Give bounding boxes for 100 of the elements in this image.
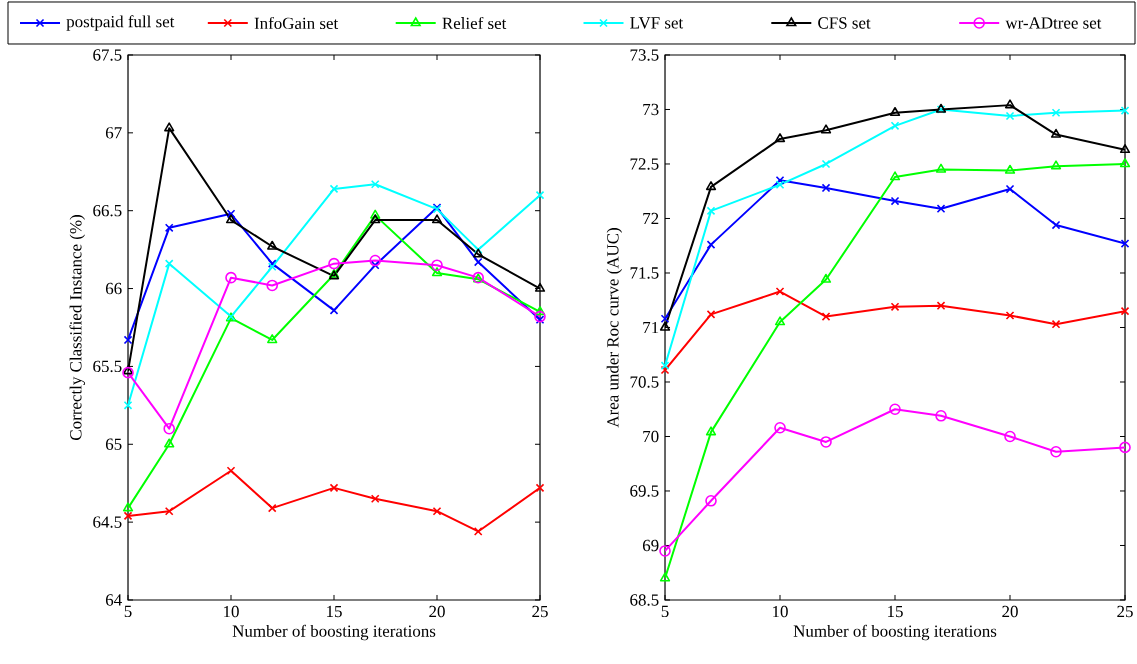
x-tick-label: 10 [773,605,788,618]
point [267,503,277,513]
y-tick-label: 72.5 [630,158,659,170]
point [535,315,545,325]
point [267,262,277,272]
point [775,176,785,185]
y-tick-label: 70 [643,430,659,443]
point [329,184,339,194]
legend-label: LVF set [630,17,684,29]
y-tick-label: 71.5 [630,267,659,279]
point [659,321,671,331]
y-tick-label: 69.5 [630,485,659,497]
point [1004,430,1016,443]
x-tick-label: 5 [661,605,669,618]
x-tick-label: 10 [224,605,239,618]
y-tick-label: 65.5 [93,360,122,373]
x-tick-label: 15 [888,605,903,618]
point [473,248,484,258]
y-tick-label: 67.5 [93,49,122,61]
point [122,502,134,512]
point [370,214,381,224]
point [1119,158,1131,168]
point [890,196,900,206]
point [1050,128,1062,138]
point [889,106,901,117]
point [431,214,443,224]
point [164,122,175,132]
point [164,259,174,268]
point [164,438,175,448]
y-tick-label: 65 [105,438,122,450]
point [705,495,717,507]
point [267,259,277,268]
point [534,282,546,292]
x-tick-label: 5 [124,605,132,618]
point [659,572,671,582]
y-tick-label: 66 [105,282,122,295]
point [123,401,133,410]
point [889,171,901,181]
y-tick-label: 73 [643,103,659,116]
point [660,361,670,370]
point [225,214,237,224]
legend-label: postpaid full set [66,15,175,31]
point [1051,220,1061,230]
point [370,209,381,219]
y-tick-label: 66.5 [93,204,122,217]
point [660,314,670,324]
point [935,409,947,422]
y-tick-label: 64.5 [93,516,122,528]
y-tick-label: 64 [105,594,122,606]
point [706,206,716,216]
point [370,260,380,270]
point [774,421,786,434]
point [820,436,832,448]
y-axis-title: Area under Roc curve (AUC) [606,228,623,428]
point [821,183,831,193]
point [1051,319,1061,329]
point [122,365,134,375]
point [1004,99,1016,109]
point [369,254,382,267]
point [1050,160,1062,170]
point [1120,306,1130,316]
point [889,403,901,416]
point [820,124,832,134]
x-tick-label: 15 [327,605,342,618]
point [431,267,443,277]
point [473,245,483,254]
point [821,312,831,321]
y-tick-label: 71 [643,321,659,334]
point [1050,445,1062,458]
point [936,204,946,214]
point [820,273,832,283]
point [775,287,785,296]
x-tick-label: 25 [1117,605,1133,618]
point [123,335,133,345]
point [328,257,340,270]
y-tick-label: 68.5 [630,594,659,606]
y-tick-label: 72 [643,212,659,225]
y-tick-label: 73.5 [630,49,659,61]
point [706,310,716,319]
point [1051,108,1061,118]
point [267,334,278,344]
x-tick-label: 20 [1002,605,1018,618]
point [705,181,717,191]
point [432,506,442,516]
point [821,159,831,169]
point [122,366,134,379]
point [163,422,176,435]
point [329,306,339,315]
legend-label: Relief set [442,16,507,30]
point [534,306,546,316]
point [660,365,670,375]
point [774,133,786,143]
y-tick-label: 69 [642,539,659,552]
point [535,190,545,200]
point [534,310,546,323]
point [266,279,279,292]
point [535,483,545,493]
point [267,240,278,250]
point [1004,164,1016,174]
point [1120,106,1130,115]
